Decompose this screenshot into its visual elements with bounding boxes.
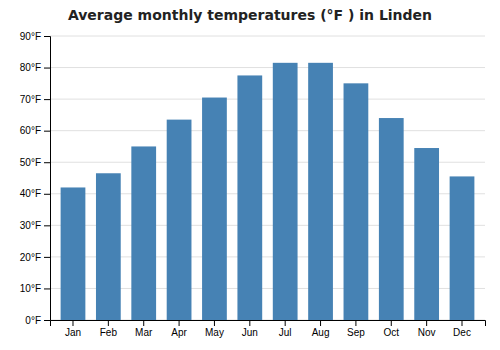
tick-mark bbox=[44, 288, 50, 289]
tick-mark bbox=[44, 99, 50, 100]
tick-label: 50°F bbox=[20, 157, 41, 168]
bar bbox=[61, 187, 86, 320]
y-axis: 0°F 10°F 20°F 30°F 40°F 50°F 60°F 70°F 80°F 90°F bbox=[20, 31, 51, 326]
chart-container: Average monthly temperatures (°F ) in Li… bbox=[0, 0, 500, 350]
bar bbox=[344, 83, 369, 320]
chart: Average monthly temperatures (°F ) in Li… bbox=[0, 0, 500, 350]
grid bbox=[50, 36, 485, 320]
tick-label: 90°F bbox=[20, 31, 41, 42]
tick-label: 10°F bbox=[20, 283, 41, 294]
tick-mark bbox=[44, 225, 50, 226]
tick-mark bbox=[426, 320, 427, 326]
y-tick: 70°F bbox=[20, 94, 50, 105]
tick-mark bbox=[143, 320, 144, 326]
x-tick: Aug bbox=[312, 320, 330, 338]
x-tick: May bbox=[205, 320, 224, 338]
tick-label: 30°F bbox=[20, 220, 41, 231]
y-tick: 20°F bbox=[20, 252, 50, 263]
tick-label: Dec bbox=[453, 327, 471, 338]
tick-mark bbox=[44, 257, 50, 258]
axis-line bbox=[51, 321, 486, 327]
tick-mark bbox=[44, 162, 50, 163]
tick-label: Apr bbox=[171, 327, 187, 338]
tick-label: Oct bbox=[383, 327, 399, 338]
x-tick: Jul bbox=[279, 320, 292, 338]
tick-label: 70°F bbox=[20, 94, 41, 105]
bar bbox=[414, 148, 439, 320]
tick-label: May bbox=[205, 327, 224, 338]
bar bbox=[308, 63, 333, 320]
tick-label: Feb bbox=[100, 327, 118, 338]
y-tick: 30°F bbox=[20, 220, 50, 231]
x-tick: Oct bbox=[383, 320, 399, 338]
tick-mark bbox=[108, 320, 109, 326]
x-tick: Apr bbox=[171, 320, 187, 338]
bar bbox=[273, 63, 298, 320]
tick-mark bbox=[44, 194, 50, 195]
x-tick: Sep bbox=[347, 320, 365, 338]
x-tick: Dec bbox=[453, 320, 471, 338]
bar bbox=[450, 176, 475, 320]
tick-mark bbox=[44, 68, 50, 69]
tick-label: Aug bbox=[312, 327, 330, 338]
x-tick: Mar bbox=[135, 320, 153, 338]
tick-mark bbox=[320, 320, 321, 326]
tick-label: Jul bbox=[279, 327, 292, 338]
bar bbox=[167, 120, 192, 320]
x-tick: Nov bbox=[418, 320, 436, 338]
tick-mark bbox=[44, 131, 50, 132]
tick-label: 0°F bbox=[25, 315, 41, 326]
grid-line bbox=[50, 130, 485, 131]
y-tick: 90°F bbox=[20, 31, 50, 42]
tick-label: Jan bbox=[65, 327, 81, 338]
tick-label: Sep bbox=[347, 327, 365, 338]
tick-label: Mar bbox=[135, 327, 153, 338]
tick-mark bbox=[214, 320, 215, 326]
bar bbox=[237, 75, 262, 320]
tick-label: 20°F bbox=[20, 252, 41, 263]
tick-mark bbox=[44, 320, 50, 321]
bar bbox=[131, 146, 156, 320]
grid-line bbox=[50, 99, 485, 100]
tick-label: 60°F bbox=[20, 125, 41, 136]
x-tick: Jan bbox=[65, 320, 81, 338]
bar bbox=[379, 118, 404, 320]
y-tick: 0°F bbox=[25, 315, 50, 326]
tick-label: Nov bbox=[418, 327, 436, 338]
x-tick: Jun bbox=[242, 320, 258, 338]
bar bbox=[202, 98, 227, 320]
bar bbox=[96, 173, 121, 320]
tick-mark bbox=[285, 320, 286, 326]
tick-label: Jun bbox=[242, 327, 258, 338]
plot: Jan Feb Mar Apr May Jun Jul Aug Sep Oct Nov Dec 0°F 1… bbox=[20, 31, 486, 338]
title: Average monthly temperatures (°F ) in Li… bbox=[68, 7, 432, 23]
tick-mark bbox=[462, 320, 463, 326]
tick-mark bbox=[179, 320, 180, 326]
y-tick: 10°F bbox=[20, 283, 50, 294]
axis-line bbox=[44, 37, 51, 321]
tick-label: 40°F bbox=[20, 188, 41, 199]
y-tick: 40°F bbox=[20, 188, 50, 199]
bars bbox=[61, 63, 475, 320]
tick-label: 80°F bbox=[20, 62, 41, 73]
y-tick: 80°F bbox=[20, 62, 50, 73]
tick-mark bbox=[44, 36, 50, 37]
tick-mark bbox=[72, 320, 73, 326]
grid-line bbox=[50, 67, 485, 68]
tick-mark bbox=[249, 320, 250, 326]
tick-mark bbox=[391, 320, 392, 326]
x-tick: Feb bbox=[100, 320, 118, 338]
x-axis: Jan Feb Mar Apr May Jun Jul Aug Sep Oct Nov Dec bbox=[51, 320, 486, 338]
grid-line bbox=[50, 36, 485, 37]
y-tick: 50°F bbox=[20, 157, 50, 168]
y-tick: 60°F bbox=[20, 125, 50, 136]
tick-mark bbox=[355, 320, 356, 326]
